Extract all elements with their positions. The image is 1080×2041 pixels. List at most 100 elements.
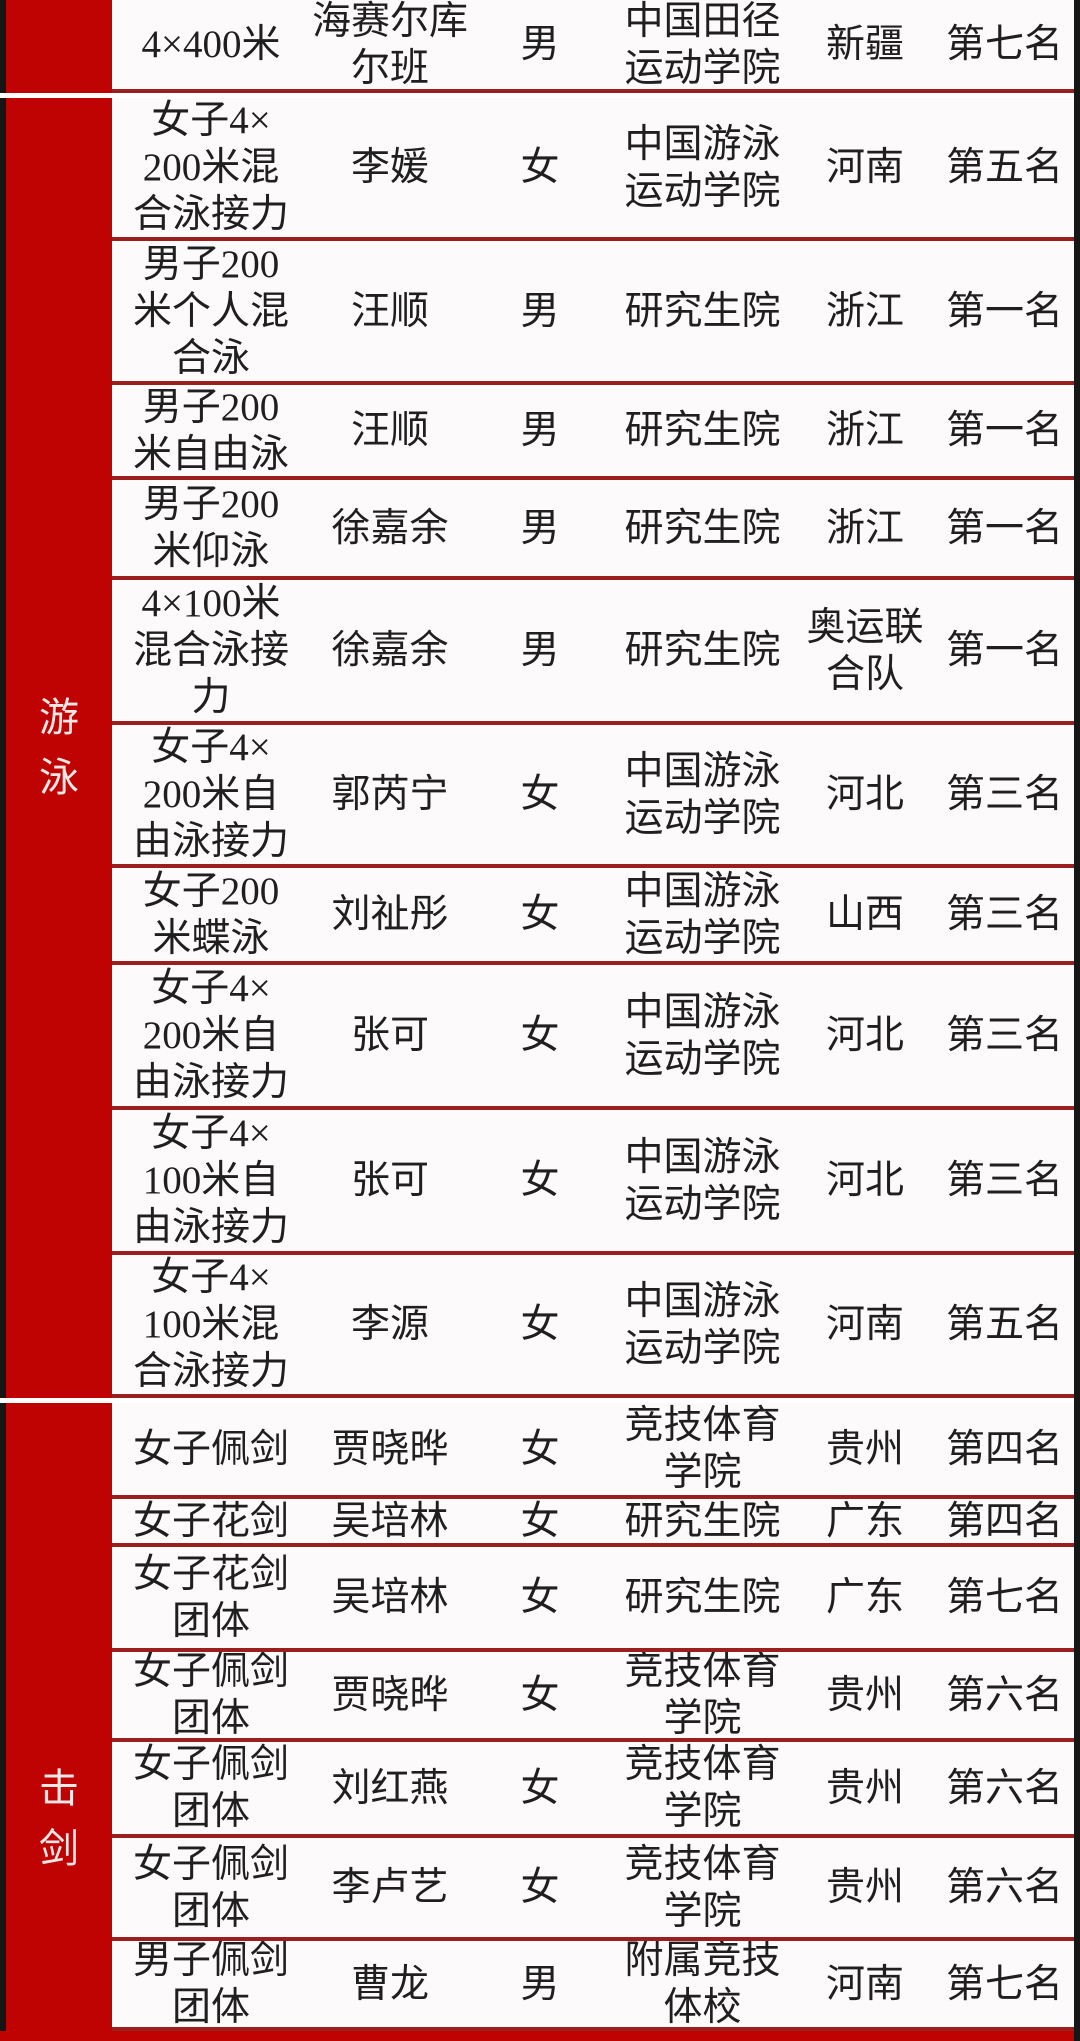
table-row: 女子花剑 吴培林 女 研究生院 广东 第四名: [112, 1499, 1074, 1547]
cell-rank: 第四名: [945, 1427, 1063, 1471]
cell-rank: 第一名: [945, 506, 1063, 550]
cell-rank: 第三名: [945, 773, 1063, 816]
cell-event: 男子200 米仰泳: [142, 483, 280, 573]
cell-province: 贵州: [825, 1427, 904, 1471]
table-row: 男子200 米自由泳 汪顺 男 研究生院 浙江 第一名: [112, 385, 1074, 480]
cell-athlete-name: 吴培林: [331, 1576, 449, 1619]
cell-gender: 男: [520, 1962, 560, 2006]
cell-gender: 女: [520, 1303, 560, 1346]
cell-event: 女子佩剑 团体: [132, 1743, 289, 1833]
table-row: 女子佩剑 团体 贾晓晔 女 竞技体育 学院 贵州 第六名: [112, 1652, 1074, 1742]
cell-province: 河北: [825, 773, 904, 816]
cell-gender: 女: [520, 1427, 560, 1471]
cell-school: 研究生院: [624, 1576, 781, 1619]
cell-athlete-name: 海赛尔库 尔班: [311, 0, 468, 90]
cell-province: 贵州: [825, 1866, 904, 1909]
cell-school: 中国游泳 运动学院: [624, 749, 781, 840]
table-row: 男子200 米仰泳 徐嘉余 男 研究生院 浙江 第一名: [112, 480, 1074, 580]
cell-province: 新疆: [825, 23, 904, 66]
cell-gender: 女: [520, 1766, 560, 1810]
cell-athlete-name: 李媛: [350, 146, 429, 189]
cell-rank: 第三名: [945, 893, 1063, 936]
cell-gender: 男: [520, 409, 560, 452]
cell-school: 竞技体育 学院: [624, 1652, 781, 1740]
cell-rank: 第七名: [945, 23, 1063, 66]
cell-athlete-name: 汪顺: [350, 289, 429, 333]
cell-event: 女子佩剑 团体: [132, 1842, 289, 1933]
cell-event: 女子佩剑 团体: [132, 1652, 289, 1740]
cell-athlete-name: 徐嘉余: [331, 506, 449, 550]
cell-event: 女子200 米蝶泳: [142, 869, 280, 960]
category-sidebar-cell: 游泳: [0, 98, 112, 1398]
cell-rank: 第六名: [945, 1766, 1063, 1810]
section-divider-gap: [0, 1398, 1074, 1403]
cell-school: 中国田径 运动学院: [624, 0, 781, 90]
cell-athlete-name: 刘红燕: [331, 1766, 449, 1810]
cell-gender: 女: [520, 1014, 560, 1057]
cell-province: 浙江: [825, 506, 904, 550]
cell-gender: 男: [520, 289, 560, 333]
cell-province: 贵州: [825, 1766, 904, 1810]
cell-school: 中国游泳 运动学院: [624, 122, 781, 213]
cell-gender: 女: [520, 773, 560, 816]
cell-gender: 女: [520, 1576, 560, 1619]
cell-province: 贵州: [825, 1673, 904, 1717]
cell-school: 研究生院: [624, 1499, 781, 1543]
cell-rank: 第五名: [945, 146, 1063, 189]
category-sidebar-cell: [0, 0, 112, 93]
table-section: 4×400米 海赛尔库 尔班 男 中国田径 运动学院 新疆 第七名: [0, 0, 1074, 93]
cell-athlete-name: 汪顺: [350, 409, 429, 452]
cell-province: 山西: [825, 893, 904, 936]
cell-province: 河南: [825, 1303, 904, 1346]
cell-province: 河南: [825, 146, 904, 189]
cell-rank: 第三名: [945, 1159, 1063, 1202]
cell-athlete-name: 李源: [350, 1303, 429, 1346]
cell-school: 附属竞技 体校: [624, 1941, 781, 2029]
category-sidebar-cell: 击剑: [0, 1403, 112, 2031]
category-label: 游泳: [39, 695, 79, 800]
cell-athlete-name: 郭芮宁: [331, 773, 449, 816]
cell-gender: 男: [520, 629, 560, 672]
cell-athlete-name: 刘祉彤: [331, 893, 449, 936]
cell-event: 男子佩剑 团体: [132, 1941, 289, 2029]
table-row: 4×100米 混合泳接 力徐嘉余 男 研究生院 奥运联 合队 第一名: [112, 580, 1074, 725]
cell-athlete-name: 贾晓晔: [331, 1427, 449, 1471]
cell-province: 浙江: [825, 289, 904, 333]
table-row: 女子佩剑 团体 李卢艺 女 竞技体育 学院 贵州 第六名: [112, 1838, 1074, 1941]
cell-event: 女子4× 200米自 由泳接力: [132, 726, 289, 863]
table-row: 男子佩剑 团体 曹龙 男 附属竞技 体校 河南 第七名: [112, 1941, 1074, 2031]
table-row: 女子花剑 团体 吴培林 女 研究生院 广东 第七名: [112, 1547, 1074, 1652]
category-label: 击剑: [39, 1766, 79, 1871]
table-row: 4×400米 海赛尔库 尔班 男 中国田径 运动学院 新疆 第七名: [112, 0, 1074, 93]
cell-rank: 第一名: [945, 289, 1063, 333]
section-rows: 女子4× 200米混 合泳接力 李媛女中国游泳 运动学院 河南 第五名 男子200 米个…: [112, 98, 1074, 1398]
cell-event: 女子佩剑: [132, 1427, 289, 1471]
table-row: 女子佩剑 团体 刘红燕 女 竞技体育 学院 贵州 第六名: [112, 1742, 1074, 1838]
cell-school: 研究生院: [624, 409, 781, 452]
cell-school: 研究生院: [624, 506, 781, 550]
cell-province: 浙江: [825, 409, 904, 452]
cell-athlete-name: 李卢艺: [331, 1866, 449, 1909]
cell-event: 女子4× 100米混 合泳接力: [132, 1256, 289, 1393]
cell-event: 女子4× 100米自 由泳接力: [132, 1112, 289, 1249]
cell-gender: 女: [520, 1499, 560, 1543]
cell-province: 河北: [825, 1159, 904, 1202]
cell-school: 竞技体育 学院: [624, 1743, 781, 1833]
cell-school: 中国游泳 运动学院: [624, 990, 781, 1081]
cell-province: 奥运联 合队: [806, 605, 924, 696]
cell-rank: 第六名: [945, 1673, 1063, 1717]
table-row: 女子4× 200米混 合泳接力 李媛 女 中国游泳 运动学院 河南 第五名: [112, 98, 1074, 241]
table-row: 男子200 米个人混 合泳 汪顺 男 研究生院 浙江 第一名: [112, 241, 1074, 385]
cell-rank: 第六名: [945, 1866, 1063, 1909]
table-row: 女子4× 200米自 由泳接力 郭芮宁 女 中国游泳 运动学院 河北 第三名: [112, 725, 1074, 868]
cell-rank: 第三名: [945, 1014, 1063, 1057]
table-row: 女子4× 100米混 合泳接力 李源 女 中国游泳 运动学院 河南 第五名: [112, 1255, 1074, 1398]
section-divider-gap: [0, 93, 1074, 98]
cell-event: 女子4× 200米自 由泳接力: [132, 967, 289, 1104]
cell-athlete-name: 贾晓晔: [331, 1673, 449, 1717]
cell-gender: 女: [520, 146, 560, 189]
table-section: 击剑 女子佩剑 贾晓晔女竞技体育 学院 贵州 第四名 女子花剑 吴培林女研究生院 广东 第四名女…: [0, 1403, 1074, 2031]
cell-school: 竞技体育 学院: [624, 1842, 781, 1933]
cell-athlete-name: 吴培林: [331, 1499, 449, 1543]
